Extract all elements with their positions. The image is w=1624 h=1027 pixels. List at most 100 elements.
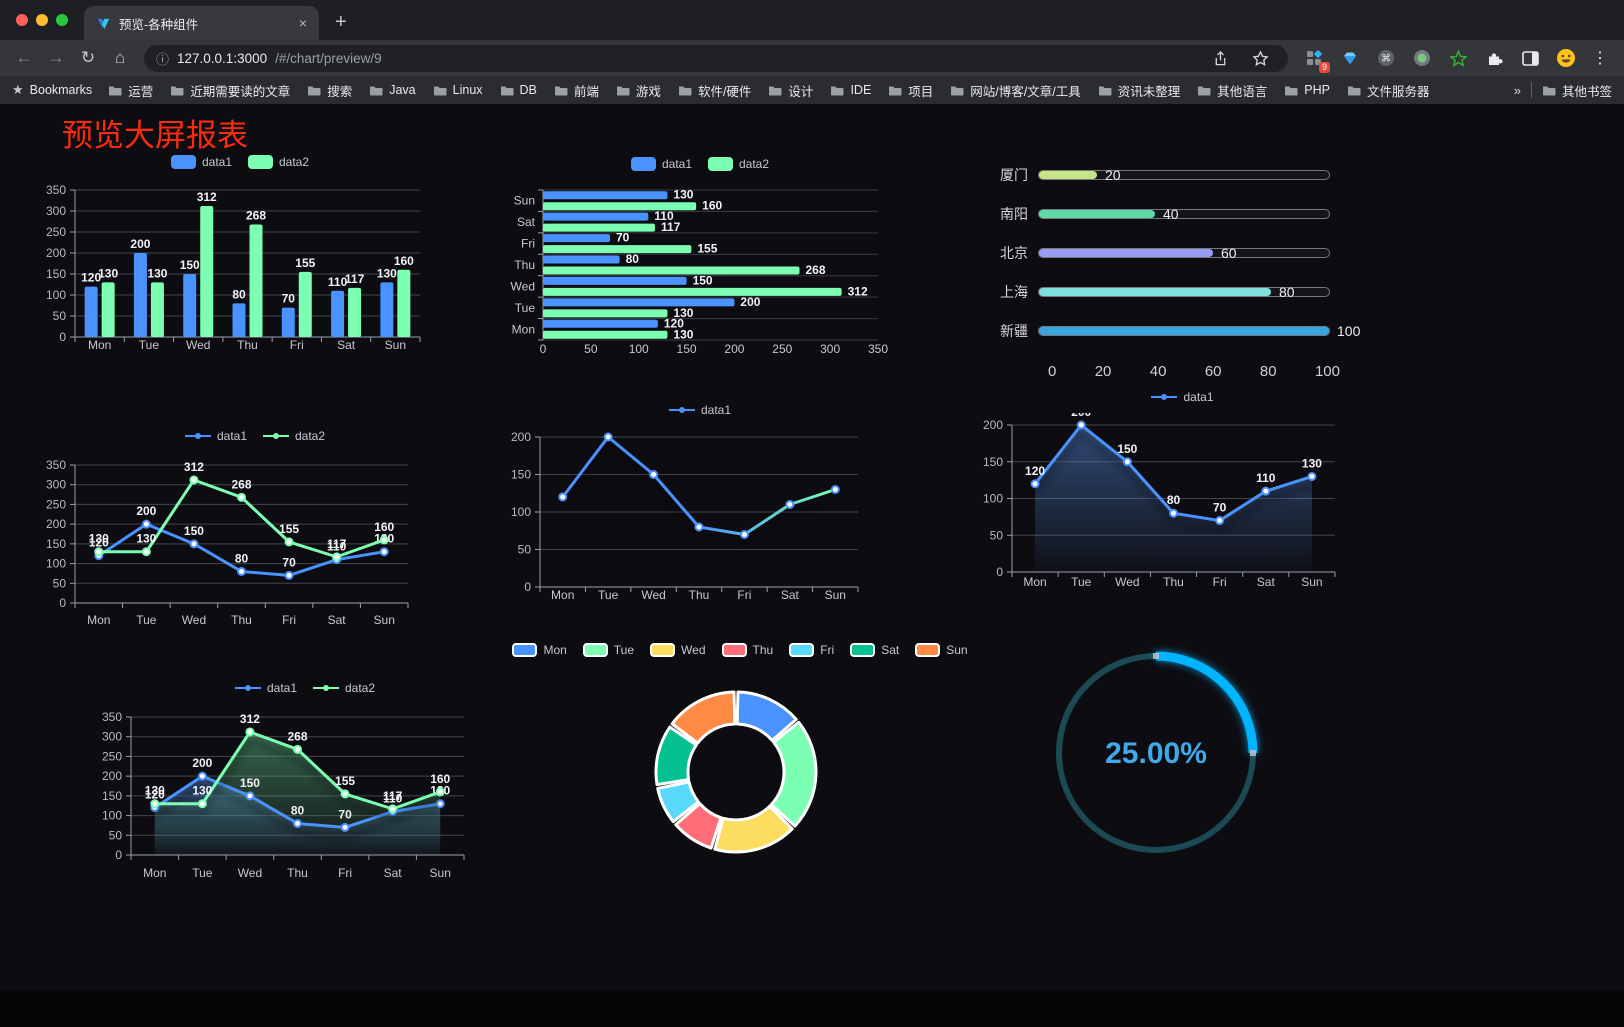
legend-item-data2[interactable]: data2 [708, 157, 769, 171]
pie-slice-Mon[interactable] [735, 690, 798, 742]
data-point-data1-Sun[interactable] [379, 547, 389, 557]
bar-data2-Fri[interactable] [298, 271, 312, 337]
data-point-data2-Mon[interactable] [94, 547, 104, 557]
bar-data2-Tue[interactable] [543, 309, 668, 318]
bookmark-folder[interactable]: 搜索 [307, 81, 352, 100]
data-point-data1-Mon[interactable] [1030, 479, 1040, 489]
bar-data2-Sat[interactable] [543, 223, 655, 232]
data-point-data2-Wed[interactable] [189, 475, 199, 485]
bar-data2-Thu[interactable] [543, 266, 800, 275]
bookmark-folder[interactable]: 文件服务器 [1347, 81, 1429, 100]
bar-data1-Mon[interactable] [84, 286, 98, 337]
bookmark-folder[interactable]: 运营 [108, 81, 153, 100]
data-point-data1-Wed[interactable] [649, 470, 659, 479]
pie-slice-Fri[interactable] [656, 780, 700, 824]
bookmark-folder[interactable]: PHP [1284, 83, 1330, 97]
bar-data1-Sat[interactable] [331, 290, 345, 337]
legend-item-data1[interactable]: data1 [1151, 390, 1214, 404]
bookmark-folder[interactable]: DB [500, 83, 537, 97]
bookmarks-root[interactable]: ★ Bookmarks [12, 82, 92, 98]
bookmark-folder[interactable]: 网站/博客/文章/工具 [950, 81, 1081, 100]
legend-item-Wed[interactable]: Wed [650, 643, 706, 657]
data-point-data1-Tue[interactable] [141, 519, 151, 529]
progress-track[interactable]: 40 [1038, 206, 1330, 222]
record-dot-extension-icon[interactable] [1409, 45, 1435, 71]
bookmark-folder[interactable]: 前端 [554, 81, 599, 100]
data-point-data1-Sun[interactable] [435, 799, 445, 809]
bookmark-folder[interactable]: IDE [830, 83, 871, 97]
bookmarks-overflow-chevron[interactable]: » [1513, 82, 1521, 98]
bar-data2-Wed[interactable] [543, 287, 842, 296]
progress-track[interactable]: 20 [1038, 167, 1330, 183]
bookmark-folder[interactable]: 其他语言 [1197, 81, 1267, 100]
data-point-data1-Fri[interactable] [739, 530, 749, 539]
data-point-data1-Tue[interactable] [603, 432, 613, 442]
bar-data2-Mon[interactable] [101, 282, 115, 337]
tab-grid-extension-icon[interactable]: 9 [1301, 45, 1330, 73]
pie-slice-Sun[interactable] [670, 690, 737, 745]
bar-data1-Fri[interactable] [281, 307, 295, 337]
close-window-button[interactable] [16, 14, 28, 26]
legend-item-data2[interactable]: data2 [263, 429, 325, 443]
bar-data1-Thu[interactable] [543, 255, 620, 264]
bookmark-folder[interactable]: 项目 [888, 81, 933, 100]
bar-data1-Thu[interactable] [232, 303, 246, 337]
bookmark-folder[interactable]: 游戏 [616, 81, 661, 100]
bar-data1-Sun[interactable] [543, 191, 668, 200]
bookmark-folder[interactable]: 资讯未整理 [1098, 81, 1180, 100]
bar-data1-Wed[interactable] [543, 276, 687, 285]
bookmark-folder[interactable]: 近期需要读的文章 [170, 81, 290, 100]
progress-track[interactable]: 60 [1038, 245, 1330, 261]
data-point-data1-Thu[interactable] [293, 818, 302, 828]
bar-data1-Tue[interactable] [133, 253, 147, 337]
bar-data1-Mon[interactable] [543, 319, 658, 328]
home-button[interactable]: ⌂ [114, 48, 126, 67]
share-icon[interactable] [1207, 45, 1233, 71]
data-point-data1-Tue[interactable] [197, 771, 207, 781]
legend-item-Sat[interactable]: Sat [850, 643, 899, 657]
data-point-data1-Sun[interactable] [830, 485, 840, 494]
legend-item-data2[interactable]: data2 [248, 155, 309, 169]
legend-item-Tue[interactable]: Tue [582, 643, 634, 657]
legend-item-data2[interactable]: data2 [313, 681, 375, 695]
bookmark-folder[interactable]: Java [369, 83, 416, 97]
bookmark-folder[interactable]: 设计 [768, 81, 813, 100]
legend-item-Mon[interactable]: Mon [512, 643, 567, 657]
bookmark-folder[interactable]: Linux [433, 83, 483, 97]
data-point-data1-Thu[interactable] [1169, 508, 1178, 518]
tab-close-button[interactable]: × [298, 15, 307, 31]
bar-data2-Wed[interactable] [200, 205, 214, 337]
data-point-data2-Sun[interactable] [379, 535, 389, 545]
bar-data1-Sat[interactable] [543, 212, 649, 221]
pie-slice-Wed[interactable] [713, 804, 794, 854]
data-point-data1-Wed[interactable] [245, 791, 255, 801]
data-point-data1-Fri[interactable] [1215, 516, 1225, 526]
bar-data2-Mon[interactable] [543, 330, 668, 339]
bar-data1-Sun[interactable] [380, 282, 394, 337]
bar-data2-Tue[interactable] [150, 282, 164, 337]
data-point-data2-Thu[interactable] [293, 744, 302, 754]
data-point-data2-Sun[interactable] [435, 787, 445, 797]
bar-data2-Fri[interactable] [543, 245, 692, 254]
data-point-data2-Fri[interactable] [284, 537, 294, 547]
legend-item-Sun[interactable]: Sun [915, 643, 968, 657]
pie-slice-Tue[interactable] [769, 720, 818, 828]
data-point-data2-Tue[interactable] [197, 799, 207, 809]
data-point-data1-Fri[interactable] [340, 822, 350, 832]
bar-data1-Tue[interactable] [543, 298, 735, 307]
legend-item-data1[interactable]: data1 [668, 403, 731, 417]
browser-tab[interactable]: 预览-各种组件 × [84, 6, 319, 40]
data-point-data1-Fri[interactable] [284, 570, 294, 580]
emoji-profile-avatar[interactable] [1553, 45, 1579, 71]
puzzle-extensions-icon[interactable] [1481, 45, 1507, 71]
data-point-data2-Sat[interactable] [332, 552, 342, 562]
bar-data2-Sun[interactable] [397, 269, 411, 337]
data-point-data2-Tue[interactable] [141, 547, 151, 557]
legend-item-data1[interactable]: data1 [184, 429, 247, 443]
address-bar[interactable]: ⓘ 127.0.0.1:3000 /#/chart/preview/9 [144, 44, 1288, 72]
minimize-window-button[interactable] [36, 14, 48, 26]
forward-button[interactable]: → [47, 48, 65, 67]
data-point-data2-Mon[interactable] [150, 799, 160, 809]
data-point-data1-Mon[interactable] [558, 492, 568, 502]
browser-menu-icon[interactable]: ⋮ [1592, 50, 1608, 67]
